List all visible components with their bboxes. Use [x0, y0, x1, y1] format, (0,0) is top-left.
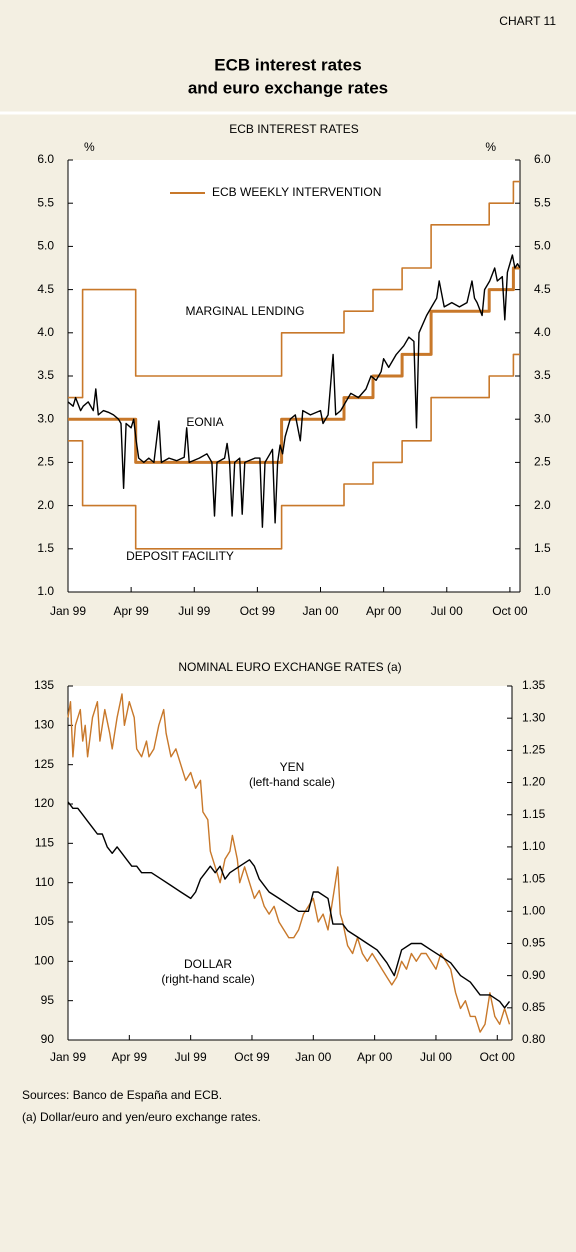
series-label: ECB WEEKLY INTERVENTION [212, 185, 381, 199]
y2-axis-unit: % [485, 140, 496, 154]
y2-tick-label: 1.0 [534, 584, 551, 598]
y2-tick-label: 4.0 [534, 325, 551, 339]
y-tick-label: 2.0 [37, 498, 54, 512]
y2-tick-label: 4.5 [534, 282, 551, 296]
y-tick-label: 1.5 [37, 541, 54, 555]
annotation: (right-hand scale) [161, 972, 254, 986]
series-line [68, 353, 520, 550]
x-tick-label: Oct 99 [234, 1050, 270, 1064]
y-tick-label: 3.5 [37, 368, 54, 382]
y-tick-label: 6.0 [37, 152, 54, 166]
x-tick-label: Jul 99 [175, 1050, 207, 1064]
y2-tick-label: 0.95 [522, 936, 546, 950]
y2-tick-label: 1.5 [534, 541, 551, 555]
footnote: (a) Dollar/euro and yen/euro exchange ra… [22, 1110, 261, 1124]
x-tick-label: Jan 99 [50, 1050, 86, 1064]
x-tick-label: Jan 99 [50, 604, 86, 618]
y-tick-label: 100 [34, 954, 54, 968]
y2-tick-label: 0.80 [522, 1032, 546, 1046]
chart-title: ECB interest rates [214, 55, 361, 74]
chart-title: and euro exchange rates [188, 78, 388, 97]
x-tick-label: Jul 00 [420, 1050, 452, 1064]
y2-tick-label: 0.90 [522, 968, 546, 982]
series-label: DEPOSIT FACILITY [126, 549, 234, 563]
x-tick-label: Oct 00 [480, 1050, 516, 1064]
series-line [67, 254, 521, 528]
x-tick-label: Jul 00 [431, 604, 463, 618]
plot-area [68, 686, 512, 1040]
chart-number: CHART 11 [499, 14, 556, 28]
y-tick-label: 130 [34, 718, 54, 732]
y2-tick-label: 3.0 [534, 411, 551, 425]
y-tick-label: 105 [34, 914, 54, 928]
y2-tick-label: 1.15 [522, 807, 546, 821]
y-axis-unit: % [84, 140, 95, 154]
y2-tick-label: 1.05 [522, 871, 546, 885]
series-label: DOLLAR [184, 957, 232, 971]
y-tick-label: 1.0 [37, 584, 54, 598]
y-tick-label: 3.0 [37, 411, 54, 425]
y2-tick-label: 5.5 [534, 195, 551, 209]
x-tick-label: Jan 00 [302, 604, 338, 618]
y2-tick-label: 6.0 [534, 152, 551, 166]
y2-tick-label: 2.5 [534, 455, 551, 469]
y2-tick-label: 2.0 [534, 498, 551, 512]
series-line [67, 693, 511, 1033]
y-tick-label: 115 [35, 836, 54, 850]
series-line [68, 266, 520, 464]
y2-tick-label: 0.85 [522, 1000, 546, 1014]
y-tick-label: 110 [35, 875, 54, 889]
x-tick-label: Apr 00 [357, 1050, 393, 1064]
chart-subtitle: ECB INTEREST RATES [229, 122, 359, 136]
y2-tick-label: 1.00 [522, 903, 546, 917]
x-tick-label: Jul 99 [178, 604, 210, 618]
series-label: MARGINAL LENDING [186, 304, 305, 318]
y-tick-label: 95 [41, 993, 55, 1007]
series-line [67, 801, 511, 1009]
x-tick-label: Apr 99 [112, 1050, 148, 1064]
y2-tick-label: 3.5 [534, 368, 551, 382]
y-tick-label: 2.5 [37, 455, 54, 469]
y2-tick-label: 1.20 [522, 775, 546, 789]
y-tick-label: 5.5 [37, 195, 54, 209]
y-tick-label: 120 [34, 796, 54, 810]
y-tick-label: 4.5 [37, 282, 54, 296]
series-label: YEN [280, 760, 305, 774]
y-tick-label: 4.0 [37, 325, 54, 339]
y2-tick-label: 1.10 [522, 839, 546, 853]
x-tick-label: Apr 99 [113, 604, 149, 618]
x-tick-label: Oct 99 [240, 604, 276, 618]
annotation: (left-hand scale) [249, 775, 335, 789]
chart-subtitle: NOMINAL EURO EXCHANGE RATES (a) [178, 660, 401, 674]
y-tick-label: 90 [41, 1032, 55, 1046]
y-tick-label: 125 [34, 757, 54, 771]
y2-tick-label: 5.0 [534, 239, 551, 253]
x-tick-label: Oct 00 [492, 604, 528, 618]
series-line [68, 180, 520, 399]
y2-tick-label: 1.30 [522, 710, 546, 724]
y-tick-label: 135 [34, 678, 54, 692]
footnote: Sources: Banco de España and ECB. [22, 1088, 222, 1102]
series-label: EONIA [186, 415, 223, 429]
x-tick-label: Jan 00 [295, 1050, 331, 1064]
y-tick-label: 5.0 [37, 239, 54, 253]
y2-tick-label: 1.25 [522, 743, 546, 757]
x-tick-label: Apr 00 [366, 604, 402, 618]
y2-tick-label: 1.35 [522, 678, 546, 692]
